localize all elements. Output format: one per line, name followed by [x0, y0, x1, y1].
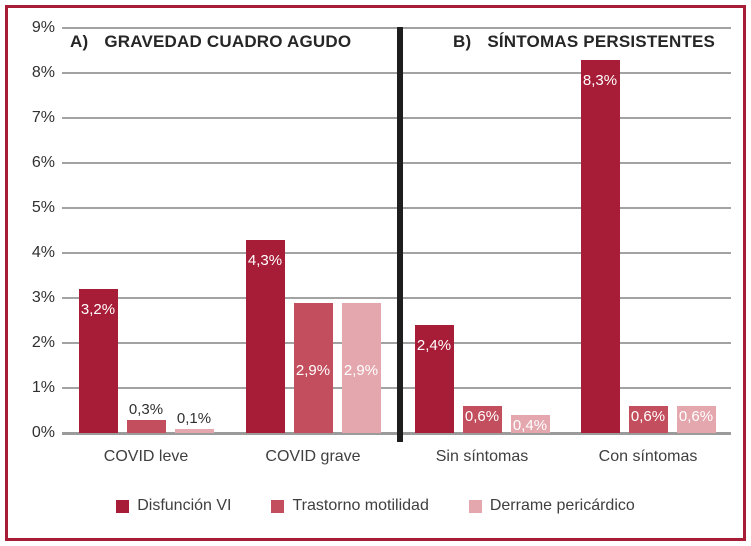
bar-value-label: 2,4%	[416, 337, 452, 354]
gridline	[62, 342, 731, 344]
category-label: COVID leve	[103, 448, 189, 465]
gridline	[62, 162, 731, 164]
bar	[628, 406, 668, 433]
y-axis-tick-label: 0%	[31, 424, 55, 441]
bar-value-label: 0,4%	[512, 417, 548, 434]
gridline	[62, 207, 731, 209]
bar-value-label: 2,9%	[343, 361, 379, 379]
y-axis-tick-label: 1%	[31, 379, 55, 396]
bar-value-label: 0,3%	[128, 400, 164, 418]
legend-item: Derrame pericárdico	[468, 497, 635, 515]
bar	[580, 59, 620, 433]
bar	[174, 428, 214, 433]
bar-value-label: 3,2%	[80, 301, 116, 318]
bar-value-label: 8,3%	[582, 71, 618, 89]
legend-label: Disfunción VI	[137, 497, 232, 514]
panel-a-label: A)	[70, 32, 89, 51]
legend: Disfunción VI Trastorno motilidad Derrame …	[0, 497, 751, 515]
bar-value-label: 0,6%	[678, 408, 714, 425]
panel-b-title-text: SÍNTOMAS PERSISTENTES	[487, 32, 716, 51]
category-label: Con síntomas	[598, 448, 698, 465]
gridline	[62, 297, 731, 299]
bar-value-label: 4,3%	[247, 251, 283, 269]
gridline	[62, 27, 731, 29]
legend-item: Trastorno motilidad	[271, 497, 429, 515]
category-label: Sin síntomas	[435, 448, 529, 465]
bar	[414, 325, 454, 433]
gridline	[62, 252, 731, 254]
legend-item: Disfunción VI	[116, 497, 231, 515]
gridline	[62, 432, 731, 435]
y-axis-tick-label: 3%	[31, 289, 55, 306]
bar	[293, 302, 333, 433]
panel-a-title: A) GRAVEDAD CUADRO AGUDO	[70, 32, 351, 52]
bar	[126, 419, 166, 433]
panel-a-title-text: GRAVEDAD CUADRO AGUDO	[104, 32, 352, 51]
bar-value-label: 0,6%	[630, 408, 666, 425]
legend-label: Trastorno motilidad	[292, 497, 429, 514]
panel-b-title: B) SÍNTOMAS PERSISTENTES	[453, 32, 715, 52]
bar	[510, 415, 550, 433]
category-label: COVID grave	[265, 448, 361, 465]
bar	[245, 239, 285, 433]
panel-b-label: B)	[453, 32, 472, 51]
y-axis-tick-label: 7%	[31, 109, 55, 126]
bar	[78, 289, 118, 433]
y-axis-tick-label: 2%	[31, 334, 55, 351]
bar	[341, 302, 381, 433]
legend-swatch-icon	[116, 499, 130, 513]
gridline	[62, 117, 731, 119]
legend-swatch-icon	[271, 499, 285, 513]
bar-value-label: 2,9%	[295, 361, 331, 379]
legend-swatch-icon	[468, 499, 482, 513]
y-axis-tick-label: 5%	[31, 199, 55, 216]
legend-label: Derrame pericárdico	[489, 497, 635, 514]
y-axis-tick-label: 4%	[31, 244, 55, 261]
gridline	[62, 72, 731, 74]
gridline	[62, 387, 731, 389]
y-axis-tick-label: 8%	[31, 64, 55, 81]
bar	[462, 406, 502, 433]
bar-value-label: 0,1%	[176, 409, 212, 427]
y-axis-tick-label: 9%	[31, 19, 55, 36]
panel-divider	[397, 27, 403, 442]
bar-value-label: 0,6%	[464, 408, 500, 425]
y-axis-tick-label: 6%	[31, 154, 55, 171]
bar	[676, 406, 716, 433]
